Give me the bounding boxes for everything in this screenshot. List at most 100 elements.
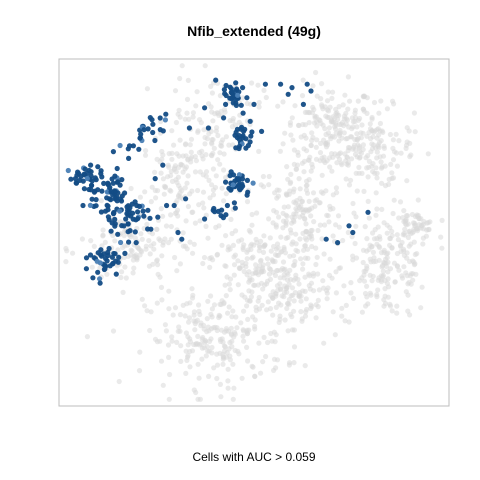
background-cell-point (404, 273, 410, 279)
background-cell-point (324, 212, 330, 218)
selected-cell-point (335, 240, 341, 246)
background-cell-point (230, 361, 236, 367)
background-cell-point (183, 141, 189, 147)
background-cell-point (291, 360, 297, 366)
background-cell-point (217, 301, 223, 307)
background-cell-point (177, 261, 183, 267)
selected-cell-point (164, 202, 170, 209)
background-cell-point (189, 286, 195, 292)
selected-cell-point (233, 80, 239, 86)
background-cell-point (426, 226, 432, 233)
background-cell-point (190, 209, 196, 215)
background-cell-point (188, 149, 194, 155)
background-cell-point (166, 396, 172, 402)
background-cell-point (225, 310, 231, 316)
background-cell-point (342, 92, 348, 98)
selected-cell-point (128, 213, 134, 219)
background-cell-point (311, 120, 318, 126)
background-cell-point (122, 264, 128, 270)
background-cell-point (313, 245, 319, 251)
background-cell-point (221, 300, 227, 306)
background-cell-point (289, 327, 296, 333)
background-cell-point (345, 162, 351, 168)
background-cell-point (379, 180, 385, 186)
background-cell-point (198, 323, 204, 329)
background-cell-point (112, 238, 118, 244)
selected-cell-point (98, 209, 104, 215)
background-cell-point (221, 348, 228, 354)
background-cell-point (300, 77, 306, 83)
background-cell-point (270, 295, 276, 301)
background-cell-point (381, 249, 387, 255)
selected-cell-point (227, 95, 233, 101)
background-cell-point (241, 338, 247, 344)
selected-cell-point (205, 125, 211, 131)
background-cell-point (303, 237, 310, 243)
background-cell-point (384, 230, 390, 236)
background-cell-point (185, 173, 191, 179)
background-cell-point (361, 188, 367, 194)
background-cell-point (233, 314, 239, 320)
background-cell-point (315, 271, 321, 277)
background-cell-point (394, 303, 400, 309)
background-cell-point (304, 306, 310, 313)
selected-cell-point (88, 162, 94, 168)
selected-cell-point (251, 101, 257, 107)
background-cell-point (209, 344, 215, 351)
selected-cell-point (93, 203, 99, 209)
background-cell-point (206, 131, 212, 137)
background-cell-point (325, 285, 331, 291)
background-cell-point (144, 308, 150, 314)
background-cell-point (211, 365, 217, 371)
background-cell-point (256, 148, 262, 154)
background-cell-point (256, 243, 263, 249)
background-cell-point (128, 252, 134, 258)
background-cell-point (390, 145, 396, 151)
background-cell-point (160, 242, 166, 248)
background-cell-point (193, 158, 199, 164)
background-cell-point (384, 280, 390, 287)
background-cell-point (332, 124, 338, 130)
background-cell-point (235, 282, 241, 288)
background-cell-point (277, 148, 283, 154)
background-cell-point (159, 148, 165, 155)
background-cell-point (317, 200, 323, 206)
selected-cell-point (90, 275, 96, 281)
background-cell-point (261, 87, 267, 93)
background-cell-point (256, 99, 262, 106)
background-cell-point (190, 114, 196, 120)
background-cell-point (374, 206, 380, 212)
background-cell-point (333, 222, 339, 228)
background-cell-point (186, 315, 193, 321)
background-cell-point (240, 328, 247, 334)
background-cell-point (316, 287, 322, 293)
selected-cell-point (132, 229, 138, 235)
background-cell-point (187, 300, 193, 306)
background-cell-point (373, 212, 379, 218)
background-cell-point (167, 371, 173, 378)
background-cell-point (115, 247, 121, 253)
selected-cell-point (104, 189, 110, 195)
background-cell-point (353, 223, 359, 229)
background-cell-point (169, 338, 175, 344)
background-cell-point (218, 338, 224, 344)
background-cell-point (178, 162, 184, 168)
background-cell-point (229, 314, 235, 320)
background-cell-point (401, 264, 407, 270)
selected-cell-point (140, 208, 146, 214)
background-cell-point (236, 119, 242, 125)
background-cell-point (371, 99, 378, 106)
selected-cell-point (104, 258, 110, 264)
background-cell-point (214, 251, 221, 257)
background-cell-point (217, 161, 223, 167)
background-cell-point (184, 246, 190, 252)
background-cell-point (256, 248, 262, 254)
background-cell-point (183, 370, 189, 376)
background-cell-point (203, 169, 210, 175)
background-cell-point (365, 198, 371, 204)
background-cell-point (288, 132, 294, 138)
background-cell-point (269, 338, 275, 344)
selected-cell-point (304, 81, 310, 87)
background-cell-point (192, 327, 198, 333)
background-cell-point (385, 294, 391, 300)
